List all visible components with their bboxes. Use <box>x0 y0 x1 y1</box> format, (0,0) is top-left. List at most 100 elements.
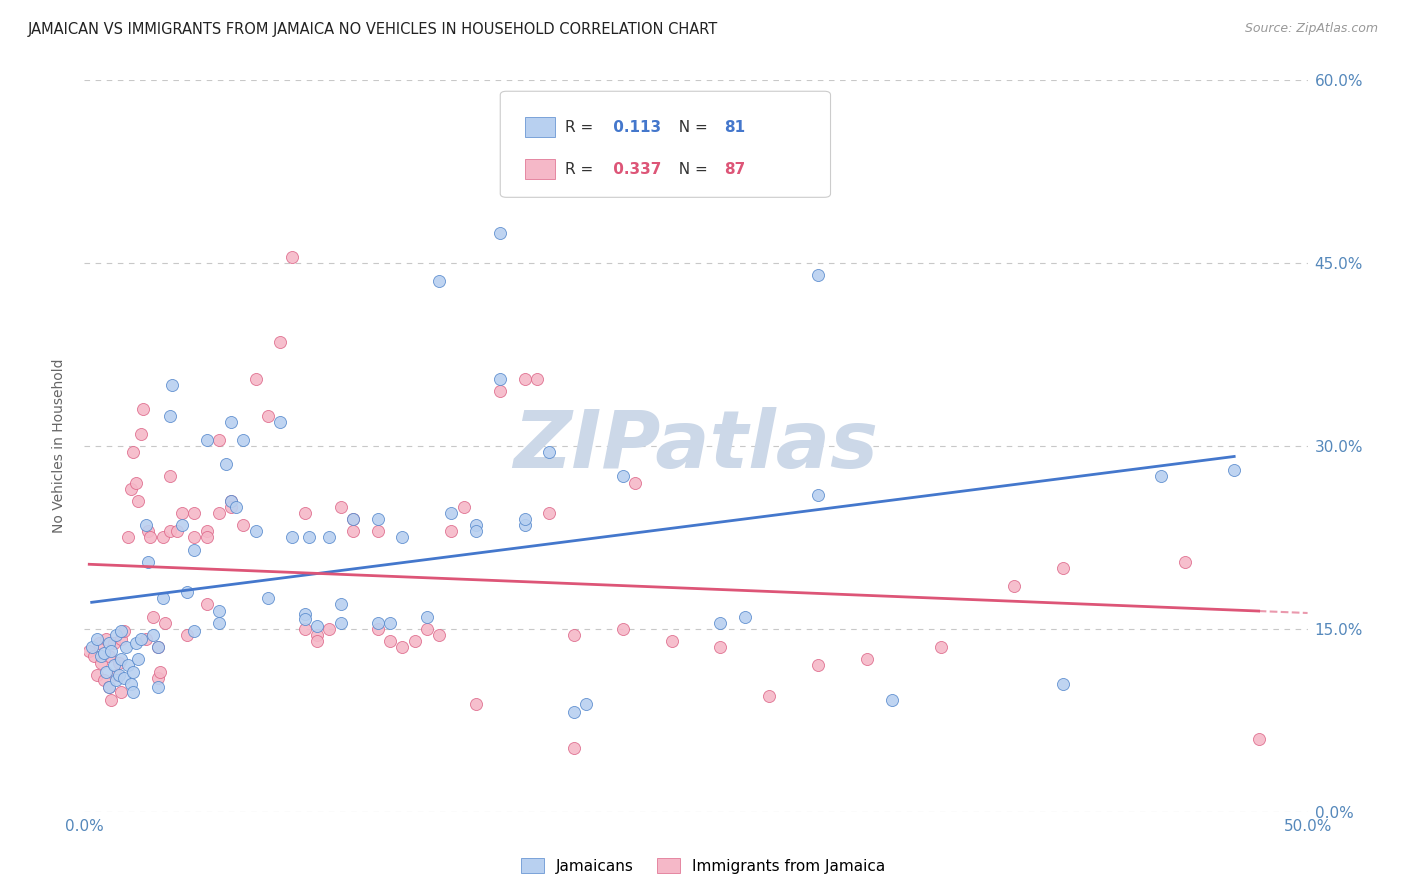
Point <box>513 512 536 526</box>
Point <box>464 524 486 539</box>
Point <box>440 506 463 520</box>
Point <box>112 671 135 685</box>
Point <box>391 640 413 655</box>
Point <box>125 475 148 490</box>
Point <box>453 500 475 514</box>
Point <box>489 384 512 399</box>
Point <box>391 530 413 544</box>
Point <box>129 632 152 646</box>
Point <box>489 372 512 386</box>
Point <box>77 644 100 658</box>
Point <box>856 652 879 666</box>
Point <box>330 598 353 612</box>
Point <box>93 673 115 687</box>
Point <box>103 636 125 650</box>
Text: JAMAICAN VS IMMIGRANTS FROM JAMAICA NO VEHICLES IN HOUSEHOLD CORRELATION CHART: JAMAICAN VS IMMIGRANTS FROM JAMAICA NO V… <box>28 22 718 37</box>
Point <box>1150 469 1173 483</box>
Point <box>142 609 165 624</box>
Point <box>219 415 242 429</box>
Point <box>90 656 112 670</box>
Point <box>105 673 128 687</box>
Point <box>305 619 328 633</box>
Point <box>1247 731 1270 746</box>
Point <box>257 409 280 423</box>
Point <box>183 506 205 520</box>
Point <box>105 628 128 642</box>
Legend: Jamaicans, Immigrants from Jamaica: Jamaicans, Immigrants from Jamaica <box>515 852 891 880</box>
Point <box>1052 676 1074 690</box>
FancyBboxPatch shape <box>524 159 555 179</box>
Point <box>269 415 291 429</box>
Point <box>100 644 122 658</box>
Point <box>709 615 731 630</box>
Point <box>342 524 364 539</box>
Point <box>215 458 238 472</box>
Point <box>427 275 450 289</box>
Point <box>159 409 181 423</box>
Point <box>538 445 561 459</box>
Point <box>97 648 120 663</box>
Point <box>367 615 389 630</box>
Text: 0.113: 0.113 <box>607 120 661 136</box>
Point <box>342 512 364 526</box>
Point <box>117 530 139 544</box>
Point <box>734 609 756 624</box>
Point <box>232 518 254 533</box>
Point <box>464 698 486 712</box>
Point <box>103 658 125 673</box>
Point <box>136 555 159 569</box>
Point <box>330 615 353 630</box>
Point <box>110 685 132 699</box>
Point <box>183 542 205 557</box>
Point <box>208 603 231 617</box>
Point <box>112 624 135 639</box>
Point <box>416 622 439 636</box>
Point <box>146 681 169 695</box>
Point <box>86 668 108 682</box>
Point <box>612 622 634 636</box>
Point <box>298 530 321 544</box>
Point <box>146 640 169 655</box>
Point <box>107 668 129 682</box>
Text: R =: R = <box>565 120 598 136</box>
Point <box>367 622 389 636</box>
Point <box>110 652 132 666</box>
Text: N =: N = <box>669 120 713 136</box>
Point <box>176 585 198 599</box>
Point <box>183 624 205 639</box>
Point <box>219 494 242 508</box>
Point <box>624 475 647 490</box>
Text: 87: 87 <box>724 162 745 177</box>
Point <box>342 512 364 526</box>
Point <box>1223 463 1246 477</box>
Point <box>83 648 105 663</box>
Point <box>97 681 120 695</box>
Point <box>149 665 172 679</box>
Point <box>172 506 194 520</box>
FancyBboxPatch shape <box>524 117 555 137</box>
Text: N =: N = <box>669 162 713 177</box>
Point <box>232 433 254 447</box>
Point <box>122 685 145 699</box>
Point <box>367 524 389 539</box>
Text: 81: 81 <box>724 120 745 136</box>
Point <box>318 530 340 544</box>
Text: R =: R = <box>565 162 598 177</box>
Point <box>136 524 159 539</box>
Point <box>318 622 340 636</box>
Point <box>87 636 110 650</box>
Point <box>281 250 304 264</box>
Point <box>107 656 129 670</box>
Point <box>96 665 118 679</box>
Text: Source: ZipAtlas.com: Source: ZipAtlas.com <box>1244 22 1378 36</box>
Point <box>464 518 486 533</box>
Point <box>117 658 139 673</box>
Point <box>575 698 598 712</box>
Point <box>709 640 731 655</box>
Point <box>294 622 316 636</box>
Point <box>93 646 115 660</box>
FancyBboxPatch shape <box>501 91 831 197</box>
Point <box>135 518 157 533</box>
Point <box>562 705 585 719</box>
Point <box>105 668 128 682</box>
